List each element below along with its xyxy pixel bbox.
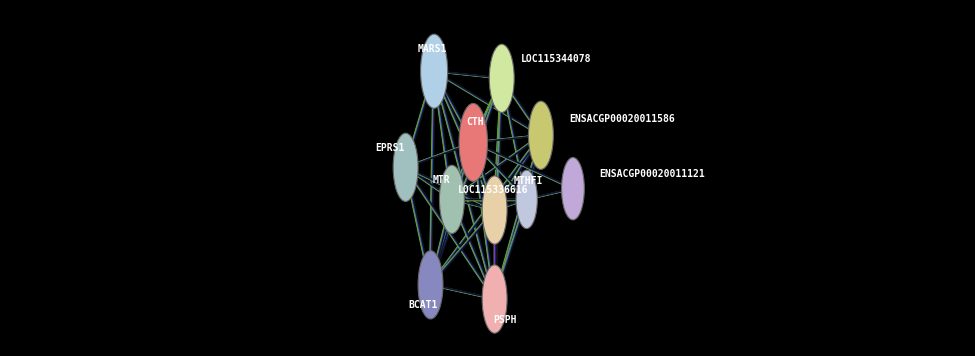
Ellipse shape xyxy=(489,44,514,112)
Text: ENSACGP00020011121: ENSACGP00020011121 xyxy=(600,169,705,179)
Ellipse shape xyxy=(459,103,488,182)
Ellipse shape xyxy=(516,170,537,229)
Ellipse shape xyxy=(393,133,418,201)
Text: EPRS1: EPRS1 xyxy=(375,143,405,153)
Text: BCAT1: BCAT1 xyxy=(409,300,438,310)
Ellipse shape xyxy=(562,157,584,220)
Ellipse shape xyxy=(483,265,507,333)
Text: PSPH: PSPH xyxy=(493,315,517,325)
Text: LOC115336616: LOC115336616 xyxy=(457,185,528,195)
Text: MTR: MTR xyxy=(433,175,450,185)
Text: LOC115344078: LOC115344078 xyxy=(522,54,592,64)
Ellipse shape xyxy=(440,165,464,234)
Ellipse shape xyxy=(420,34,448,108)
Text: ENSACGP00020011586: ENSACGP00020011586 xyxy=(569,114,675,124)
Text: MTHFI: MTHFI xyxy=(514,176,543,186)
Text: MARS1: MARS1 xyxy=(417,44,447,54)
Ellipse shape xyxy=(483,176,507,244)
Text: CTH: CTH xyxy=(466,117,484,127)
Ellipse shape xyxy=(528,101,554,169)
Ellipse shape xyxy=(418,251,443,319)
